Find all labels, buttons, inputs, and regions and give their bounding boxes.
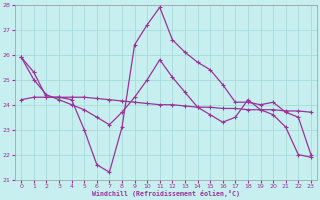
X-axis label: Windchill (Refroidissement éolien,°C): Windchill (Refroidissement éolien,°C) (92, 190, 240, 197)
